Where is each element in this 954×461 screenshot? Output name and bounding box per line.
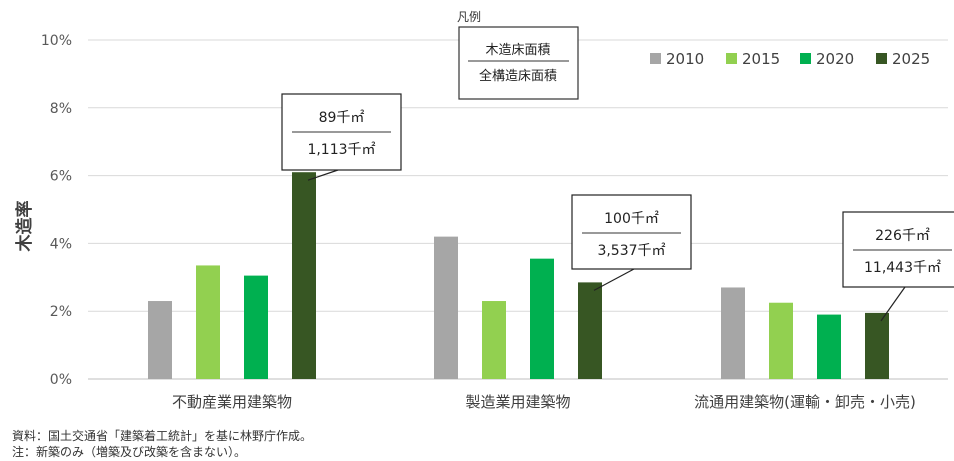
callout-denominator: 1,113千㎡	[307, 142, 375, 158]
source-note: 資料：国土交通省「建築着工統計」を基に林野庁作成。	[12, 429, 313, 443]
y-tick-label: 0%	[50, 372, 72, 388]
callout-denominator: 3,537千㎡	[597, 243, 665, 259]
scope-note: 注：新築のみ（増築及び改築を含まない）。	[12, 445, 247, 459]
bar-2015	[769, 302, 793, 379]
legend-label: 2025	[892, 50, 930, 68]
y-tick-label: 4%	[50, 236, 72, 252]
x-category-label: 不動産業用建築物	[172, 393, 292, 411]
bar-2010	[434, 236, 458, 379]
x-category-label: 流通用建築物(運輸・卸売・小売)	[694, 393, 916, 411]
callout-box	[571, 194, 692, 270]
legend-label: 2020	[816, 50, 854, 68]
legend-swatch-2025	[876, 53, 887, 64]
legend-label: 2015	[742, 50, 780, 68]
callout-numerator: 226千㎡	[875, 228, 930, 244]
bar-2025	[865, 312, 889, 379]
callout-leader-line	[307, 169, 339, 181]
legend-swatch-2015	[726, 53, 737, 64]
legend-box	[458, 26, 579, 100]
callout-denominator: 11,443千㎡	[864, 260, 941, 276]
legend-box-numerator: 木造床面積	[485, 43, 550, 58]
callout-numerator: 100千㎡	[604, 211, 659, 227]
legend-box-title: 凡例	[457, 10, 481, 24]
callout-leader-line	[880, 286, 906, 322]
bar-2010	[148, 301, 172, 379]
y-tick-label: 10%	[41, 33, 72, 49]
y-tick-label: 2%	[50, 304, 72, 320]
bar-2020	[817, 314, 841, 379]
legend-swatch-2020	[800, 53, 811, 64]
callout-numerator: 89千㎡	[319, 110, 365, 126]
legend-swatch-2010	[650, 53, 661, 64]
x-category-label: 製造業用建築物	[465, 393, 570, 411]
bar-2020	[530, 258, 554, 379]
bar-2010	[721, 287, 745, 379]
bar-2015	[196, 265, 220, 379]
bar-2025	[292, 172, 316, 379]
y-tick-label: 8%	[50, 101, 72, 117]
legend-box-denominator: 全構造床面積	[479, 68, 557, 84]
bar-2025	[578, 282, 602, 379]
y-axis-title: 木造率	[14, 201, 35, 253]
legend-label: 2010	[666, 50, 704, 68]
callout-leader-line	[593, 268, 635, 291]
y-tick-label: 6%	[50, 169, 72, 185]
bar-2015	[482, 301, 506, 379]
bar-2020	[244, 275, 268, 379]
